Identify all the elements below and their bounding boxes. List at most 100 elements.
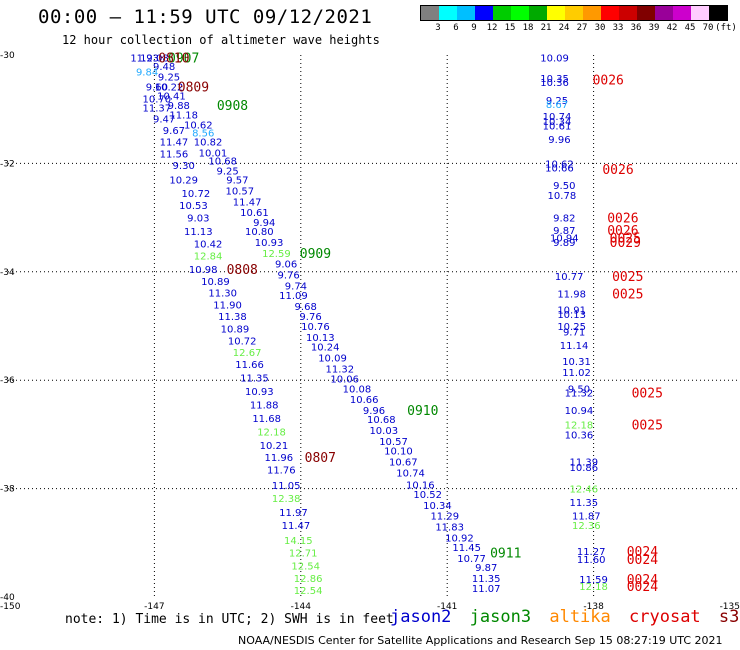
lon-tick-label: -144 <box>291 602 312 612</box>
pass-time-label: 0025 <box>612 270 643 285</box>
wave-height-value: 10.93 <box>255 238 284 249</box>
map-title: 00:00 – 11:59 UTC 09/12/2021 <box>38 6 373 28</box>
legend-swatch <box>691 6 709 20</box>
wave-height-value: 11.13 <box>184 227 213 238</box>
legend-swatch <box>655 6 673 20</box>
wave-height-value: 10.78 <box>548 191 577 202</box>
wave-height-value: 10.66 <box>350 395 379 406</box>
wave-height-value: 12.08 <box>140 54 169 65</box>
wave-height-value: 10.34 <box>543 117 572 128</box>
wave-height-value: 10.22 <box>155 82 184 93</box>
pass-time-label: 0808 <box>227 263 258 278</box>
wave-height-value: 10.42 <box>194 240 223 251</box>
legend-swatch <box>709 6 727 20</box>
legend-label: 15 <box>504 23 516 33</box>
legend-label: 70 <box>702 23 714 33</box>
legend-labels: 3 6 9 12 15 18 21 24 27 30 33 36 39 42 45 70 (ft) <box>420 21 737 33</box>
wave-height-value: 10.06 <box>330 375 359 386</box>
wave-height-value: 10.16 <box>406 480 435 491</box>
wave-height-value: 11.93 <box>130 54 159 65</box>
wave-height-value: 11.27 <box>577 547 606 558</box>
wave-height-value: 10.57 <box>225 187 254 198</box>
wave-height-value: 10.74 <box>396 468 425 479</box>
wave-height-value: 10.98 <box>189 265 218 276</box>
wave-height-value: 10.68 <box>367 415 396 426</box>
legend-swatch <box>493 6 511 20</box>
wave-height-value: 10.25 <box>557 322 586 333</box>
lat-tick-label: -40 <box>0 593 15 603</box>
legend-label: 18 <box>522 23 534 33</box>
sat-altika: altika <box>549 607 611 627</box>
pass-time-label: 0025 <box>610 232 641 247</box>
wave-height-value: 9.88 <box>168 101 190 112</box>
wave-height-value: 11.76 <box>267 466 296 477</box>
wave-height-value: 11.35 <box>472 574 501 585</box>
legend-label: (ft) <box>715 23 737 33</box>
wave-height-value: 10.77 <box>457 554 486 565</box>
wave-height-value: 10.94 <box>550 234 579 245</box>
wave-height-value: 12.18 <box>579 582 608 593</box>
wave-height-value: 11.35 <box>240 373 269 384</box>
wave-height-value: 10.86 <box>570 463 599 474</box>
pass-time-label: 0909 <box>300 247 331 262</box>
wave-height-value: 11.96 <box>265 453 294 464</box>
pass-time-label: 0025 <box>612 287 643 302</box>
pass-time-label: 0024 <box>627 545 658 560</box>
wave-height-value: 9.68 <box>295 302 317 313</box>
wave-height-value: 10.35 <box>540 74 569 85</box>
sat-cryosat: cryosat <box>629 607 701 627</box>
legend-swatch <box>673 6 691 20</box>
legend-swatch <box>457 6 475 20</box>
pass-time-label: 0907 <box>168 52 199 67</box>
wave-height-value: 10.62 <box>184 120 213 131</box>
wave-height-value: 9.50 <box>568 384 590 395</box>
wave-height-value: 10.61 <box>240 208 269 219</box>
wave-height-value: 9.87 <box>553 226 575 237</box>
wave-height-value: 11.90 <box>213 300 242 311</box>
lat-tick-label: -36 <box>0 376 15 386</box>
legend-label: 12 <box>486 23 498 33</box>
wave-height-value: 11.32 <box>326 364 355 375</box>
pass-time-label: 0026 <box>607 224 638 239</box>
legend-swatch <box>421 6 439 20</box>
lon-tick-label: -150 <box>0 602 21 612</box>
wave-height-value: 10.61 <box>543 121 572 132</box>
wave-height-value: 10.70 <box>143 94 172 105</box>
legend-label: 42 <box>666 23 678 33</box>
wave-height-value: 9.25 <box>546 96 568 107</box>
wave-height-value: 10.89 <box>221 325 250 336</box>
legend-swatch <box>583 6 601 20</box>
lat-tick-label: -38 <box>0 485 15 495</box>
wave-height-value: 11.47 <box>160 138 189 149</box>
wave-height-value: 10.34 <box>423 501 452 512</box>
wave-height-value: 10.57 <box>379 437 408 448</box>
map-grid <box>8 55 740 597</box>
wave-height-value: 9.82 <box>553 214 575 225</box>
wave-height-value: 10.21 <box>260 441 289 452</box>
legend-swatch <box>475 6 493 20</box>
lon-tick-label: -138 <box>583 602 604 612</box>
sat-jason2: jason2 <box>390 607 452 627</box>
wave-height-value: 11.47 <box>233 197 262 208</box>
legend-swatch <box>619 6 637 20</box>
wave-height-value: 12.86 <box>294 574 323 585</box>
satellite-legend: jason2 jason3 altika cryosat s3a <box>390 607 740 627</box>
wave-height-value: 10.94 <box>565 406 594 417</box>
wave-height-value: 10.13 <box>557 310 586 321</box>
legend-swatch <box>439 6 457 20</box>
wave-height-value: 14.15 <box>284 536 313 547</box>
wave-height-value: 10.29 <box>169 176 198 187</box>
wave-height-value: 9.60 <box>146 82 168 93</box>
legend-label: 27 <box>576 23 588 33</box>
wave-height-value: 11.98 <box>557 289 586 300</box>
wave-height-value: 11.29 <box>430 512 459 523</box>
lat-tick-label: -34 <box>0 268 15 278</box>
wave-height-value: 10.09 <box>318 353 347 364</box>
wave-height-value: 9.06 <box>275 260 297 271</box>
wave-height-value: 11.68 <box>252 414 281 425</box>
wave-height-value: 10.89 <box>201 277 230 288</box>
wave-height-value: 10.77 <box>555 272 584 283</box>
wave-height-value: 11.18 <box>169 111 198 122</box>
pass-time-label: 0029 <box>610 236 641 251</box>
pass-time-label: 0809 <box>178 80 209 95</box>
